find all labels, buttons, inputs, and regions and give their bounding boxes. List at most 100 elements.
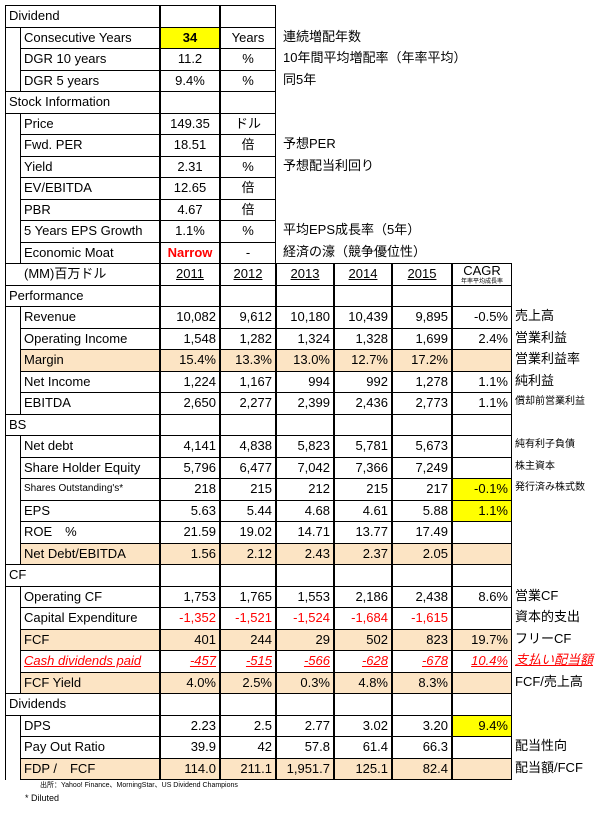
section-title: Stock Information xyxy=(5,91,160,114)
gutter xyxy=(5,134,20,157)
cagr xyxy=(452,757,512,780)
cagr xyxy=(452,435,512,458)
value: 1.56 xyxy=(160,542,220,565)
cagr: 19.7% xyxy=(452,628,512,651)
value: 2.5% xyxy=(220,671,276,694)
gutter xyxy=(5,112,20,135)
cell xyxy=(452,693,512,716)
value: 1,324 xyxy=(276,327,334,350)
value: 215 xyxy=(334,478,392,501)
value: 0.3% xyxy=(276,671,334,694)
row-label: EPS xyxy=(20,499,160,522)
gutter xyxy=(5,26,20,49)
value: -678 xyxy=(392,650,452,673)
note: 償却前営業利益 xyxy=(515,396,585,407)
value: 1,553 xyxy=(276,585,334,608)
note: 10年間平均増配率（年率平均） xyxy=(283,50,467,65)
value: 244 xyxy=(220,628,276,651)
note: 株主資本 xyxy=(515,460,555,472)
note: 配当額/FCF xyxy=(515,759,583,775)
value: 4.0% xyxy=(160,671,220,694)
gutter xyxy=(5,456,20,479)
note: 予想配当利回り xyxy=(283,157,375,173)
row-label: Share Holder Equity xyxy=(20,456,160,479)
note: 予想PER xyxy=(283,136,336,151)
row-label: EV/EBITDA xyxy=(20,177,160,200)
value: 14.71 xyxy=(276,521,334,544)
gutter xyxy=(5,241,20,264)
cell xyxy=(160,693,220,716)
gutter xyxy=(5,521,20,544)
gutter xyxy=(5,69,20,92)
value: 12.7% xyxy=(334,349,392,372)
value: 7,366 xyxy=(334,456,392,479)
value: 212 xyxy=(276,478,334,501)
note: 経済の濠（競争優位性） xyxy=(283,243,427,259)
row-label: Consecutive Years xyxy=(20,26,160,49)
cell xyxy=(334,413,392,436)
note: 純利益 xyxy=(515,372,555,388)
cell xyxy=(452,564,512,587)
cagr: 2.4% xyxy=(452,327,512,350)
value: 2.5 xyxy=(220,714,276,737)
value: 13.77 xyxy=(334,521,392,544)
value: 218 xyxy=(160,478,220,501)
cell xyxy=(220,5,276,28)
source-note: 出所：Yahoo! Finance、MorningStar、US Dividen… xyxy=(40,782,238,789)
section-title: Dividends xyxy=(5,693,160,716)
row-label: EBITDA xyxy=(20,392,160,415)
unit: % xyxy=(220,155,276,178)
value: 5,781 xyxy=(334,435,392,458)
gutter xyxy=(5,220,20,243)
gutter xyxy=(5,628,20,651)
value: 2,436 xyxy=(334,392,392,415)
note: 支払い配当額 xyxy=(515,652,594,667)
value: 8.3% xyxy=(392,671,452,694)
value: 5.88 xyxy=(392,499,452,522)
cell xyxy=(160,284,220,307)
value: 5.63 xyxy=(160,499,220,522)
gutter xyxy=(5,714,20,737)
value: -566 xyxy=(276,650,334,673)
value: 21.59 xyxy=(160,521,220,544)
cell xyxy=(334,693,392,716)
unit: % xyxy=(220,220,276,243)
gutter xyxy=(5,757,20,780)
value: 502 xyxy=(334,628,392,651)
value: -1,352 xyxy=(160,607,220,630)
cell xyxy=(160,91,220,114)
value: 3.20 xyxy=(392,714,452,737)
value: 34 xyxy=(160,26,220,49)
value: 4.61 xyxy=(334,499,392,522)
value: 42 xyxy=(220,736,276,759)
cagr-note: 年率平均成長率 xyxy=(460,279,503,285)
section-title: CF xyxy=(5,564,160,587)
value: 2,650 xyxy=(160,392,220,415)
note: 売上高 xyxy=(515,308,555,323)
row-label: ROE % xyxy=(20,521,160,544)
value: 4.67 xyxy=(160,198,220,221)
gutter xyxy=(5,349,20,372)
note: 連続増配年数 xyxy=(283,28,362,44)
value: 1,328 xyxy=(334,327,392,350)
row-label: Net Income xyxy=(20,370,160,393)
value: 1,765 xyxy=(220,585,276,608)
cell xyxy=(160,564,220,587)
cell xyxy=(220,91,276,114)
gutter xyxy=(5,48,20,71)
gutter xyxy=(5,177,20,200)
year-header: 2013 xyxy=(276,263,334,286)
cell xyxy=(334,284,392,307)
gutter xyxy=(5,542,20,565)
value: 2,277 xyxy=(220,392,276,415)
value: 7,042 xyxy=(276,456,334,479)
value: 10,439 xyxy=(334,306,392,329)
value: 5.44 xyxy=(220,499,276,522)
note: 発行済み株式数 xyxy=(515,482,585,493)
value: 18.51 xyxy=(160,134,220,157)
value: 2.37 xyxy=(334,542,392,565)
row-label: Cash dividends paid xyxy=(20,650,160,673)
cell xyxy=(452,284,512,307)
unit: 倍 xyxy=(220,134,276,157)
value: -457 xyxy=(160,650,220,673)
